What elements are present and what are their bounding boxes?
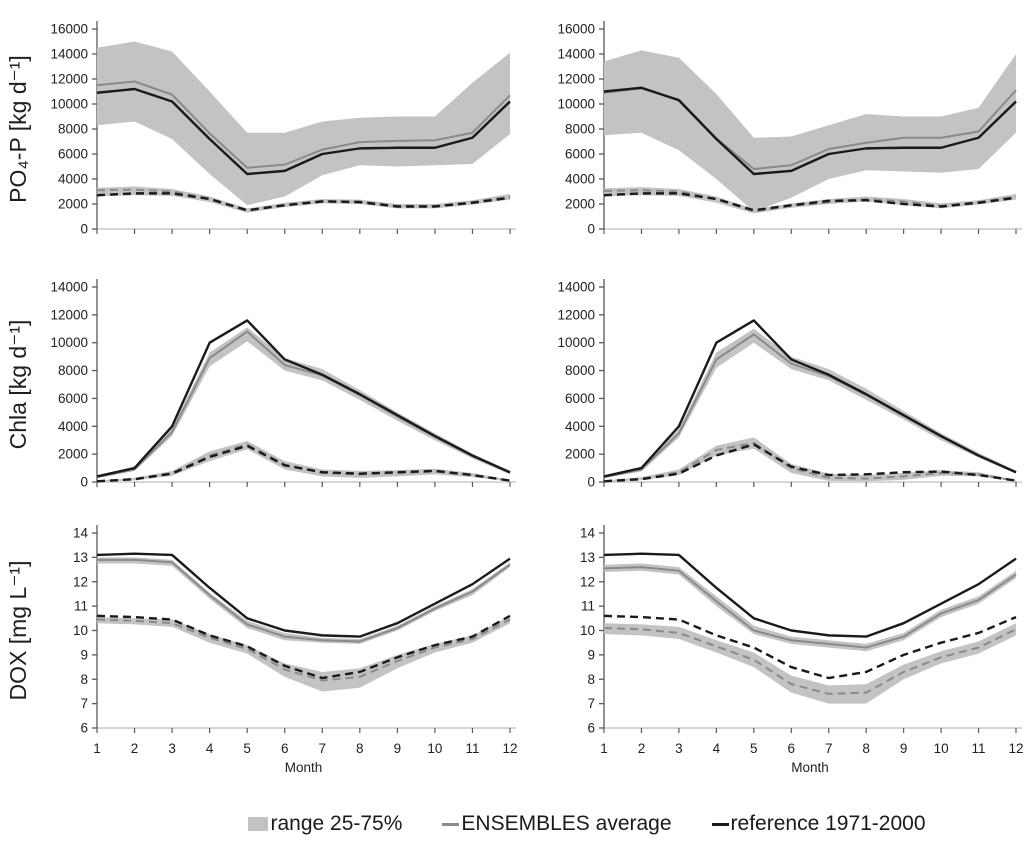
ensembles-line-swatch-icon [442, 822, 460, 826]
svg-text:11: 11 [581, 599, 595, 614]
panel-po4p-right: 0 2000 4000 6000 8000 10000 12000 14000 16000 [557, 21, 1022, 237]
svg-text:8000: 8000 [565, 363, 595, 378]
svg-text:14000: 14000 [50, 280, 88, 295]
legend-item-reference: reference 1971-2000 [711, 812, 926, 836]
svg-text:12: 12 [502, 741, 517, 756]
svg-text:6: 6 [788, 741, 796, 756]
svg-text:6: 6 [587, 721, 595, 736]
svg-text:6: 6 [80, 721, 88, 736]
svg-text:10000: 10000 [50, 335, 88, 350]
svg-text:9: 9 [80, 647, 88, 662]
svg-text:13: 13 [73, 550, 88, 565]
panel-po4p-left: 0 2000 4000 6000 8000 10000 12000 14000 16000 PO₄… [5, 21, 516, 237]
svg-text:DOX [mg L⁻¹]: DOX [mg L⁻¹] [5, 561, 31, 701]
svg-text:10: 10 [580, 623, 595, 638]
svg-text:4000: 4000 [58, 419, 88, 434]
svg-text:10: 10 [934, 741, 949, 756]
svg-text:7: 7 [825, 741, 833, 756]
svg-text:5: 5 [750, 741, 758, 756]
svg-text:4: 4 [713, 741, 721, 756]
svg-text:16000: 16000 [557, 22, 595, 37]
panel-chla-left: 0 2000 4000 6000 8000 10000 12000 14000 Chla [kg… [5, 279, 516, 490]
svg-text:0: 0 [80, 475, 88, 490]
svg-text:Month: Month [285, 760, 323, 775]
svg-text:11: 11 [465, 741, 479, 756]
legend-item-range: range 25-75% [248, 812, 402, 836]
svg-text:2000: 2000 [58, 447, 88, 462]
svg-text:4000: 4000 [565, 172, 595, 187]
legend: range 25-75% ENSEMBLES average reference… [150, 800, 1024, 848]
legend-ensembles-label: ENSEMBLES average [461, 812, 672, 835]
svg-text:Month: Month [791, 760, 829, 775]
svg-text:4000: 4000 [58, 172, 88, 187]
svg-text:8: 8 [356, 741, 364, 756]
svg-text:14000: 14000 [557, 47, 595, 62]
svg-text:2000: 2000 [58, 197, 88, 212]
svg-text:PO₄-P [kg d⁻¹]: PO₄-P [kg d⁻¹] [5, 55, 31, 203]
svg-text:16000: 16000 [50, 22, 88, 37]
svg-text:14: 14 [73, 526, 89, 541]
reference-line-swatch-icon [711, 822, 729, 826]
svg-text:7: 7 [319, 741, 327, 756]
svg-text:8: 8 [862, 741, 870, 756]
svg-text:8: 8 [587, 672, 595, 687]
svg-text:10: 10 [427, 741, 442, 756]
svg-text:5: 5 [243, 741, 251, 756]
svg-text:0: 0 [587, 222, 595, 237]
svg-text:4000: 4000 [565, 419, 595, 434]
svg-text:11: 11 [972, 741, 986, 756]
svg-text:3: 3 [168, 741, 176, 756]
svg-text:9: 9 [394, 741, 402, 756]
svg-text:11: 11 [74, 599, 88, 614]
svg-text:14: 14 [580, 526, 596, 541]
svg-text:10000: 10000 [557, 97, 595, 112]
svg-text:14000: 14000 [557, 280, 595, 295]
svg-text:4: 4 [206, 741, 214, 756]
svg-text:12: 12 [1008, 741, 1023, 756]
svg-text:12000: 12000 [557, 307, 595, 322]
svg-text:1: 1 [93, 741, 101, 756]
legend-range-label: range 25-75% [270, 812, 403, 835]
svg-text:6000: 6000 [58, 147, 88, 162]
svg-text:1: 1 [600, 741, 608, 756]
svg-text:2000: 2000 [565, 197, 595, 212]
svg-text:2: 2 [131, 741, 139, 756]
svg-text:6: 6 [281, 741, 289, 756]
svg-text:9: 9 [900, 741, 908, 756]
svg-text:8000: 8000 [58, 363, 88, 378]
range-swatch-icon [248, 817, 269, 831]
legend-reference-label: reference 1971-2000 [730, 812, 926, 835]
svg-text:12000: 12000 [50, 72, 88, 87]
svg-text:12000: 12000 [50, 307, 88, 322]
svg-text:12000: 12000 [557, 72, 595, 87]
svg-text:2000: 2000 [565, 447, 595, 462]
svg-text:14000: 14000 [50, 47, 88, 62]
svg-text:10: 10 [73, 623, 88, 638]
svg-text:7: 7 [587, 696, 595, 711]
svg-text:9: 9 [587, 647, 595, 662]
panel-chla-right: 0 2000 4000 6000 8000 10000 12000 14000 [557, 279, 1022, 490]
svg-text:10000: 10000 [557, 335, 595, 350]
svg-text:6000: 6000 [565, 147, 595, 162]
svg-text:10000: 10000 [50, 97, 88, 112]
svg-text:12: 12 [73, 574, 88, 589]
svg-text:2: 2 [638, 741, 646, 756]
legend-item-ensembles: ENSEMBLES average [442, 812, 672, 836]
svg-text:0: 0 [80, 222, 88, 237]
svg-text:6000: 6000 [58, 391, 88, 406]
svg-text:3: 3 [675, 741, 683, 756]
svg-text:Chla [kg d⁻¹]: Chla [kg d⁻¹] [5, 320, 31, 450]
svg-text:8000: 8000 [58, 122, 88, 137]
svg-text:12: 12 [580, 574, 595, 589]
svg-text:8: 8 [80, 672, 88, 687]
svg-text:6000: 6000 [565, 391, 595, 406]
svg-text:7: 7 [80, 696, 88, 711]
svg-text:0: 0 [587, 475, 595, 490]
svg-text:8000: 8000 [565, 122, 595, 137]
svg-text:13: 13 [580, 550, 595, 565]
